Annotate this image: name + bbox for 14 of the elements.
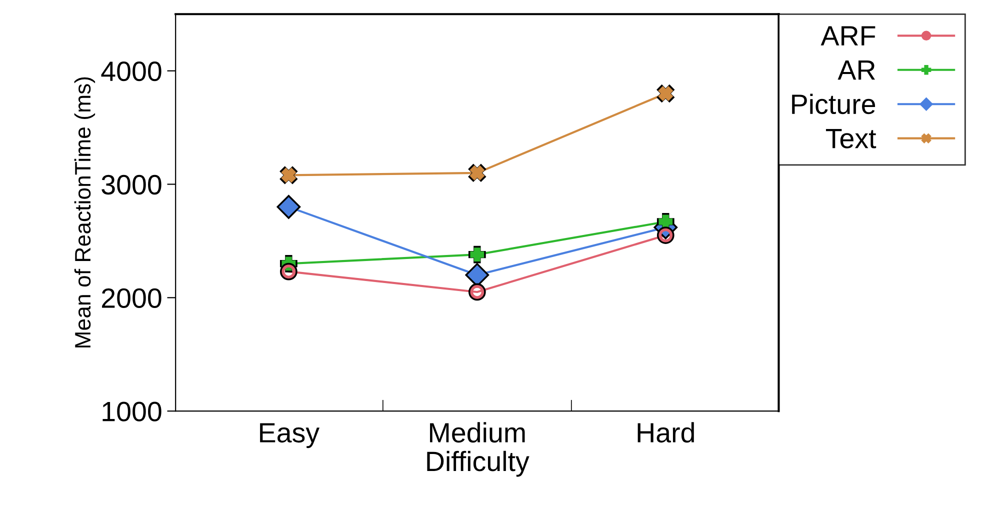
x-tick-label: Medium — [430, 422, 525, 443]
y-tick-label: 4000 — [101, 62, 162, 82]
legend-label: AR — [838, 60, 875, 80]
x-tick-label: Easy — [260, 423, 320, 448]
y-tick-label: 3000 — [102, 174, 162, 195]
legend-label: Text — [826, 128, 876, 148]
legend-label: Picture — [792, 94, 876, 114]
x-tick-label: Hard — [638, 422, 694, 443]
y-tick-label: 1000 — [102, 402, 162, 422]
x-axis-title: Difficulty — [427, 450, 530, 477]
y-tick-label: 2000 — [102, 288, 162, 308]
point — [276, 195, 301, 219]
legend-label: ARF — [820, 26, 876, 46]
y-axis-title: Mean of ReactionTime (ms) — [74, 77, 96, 348]
